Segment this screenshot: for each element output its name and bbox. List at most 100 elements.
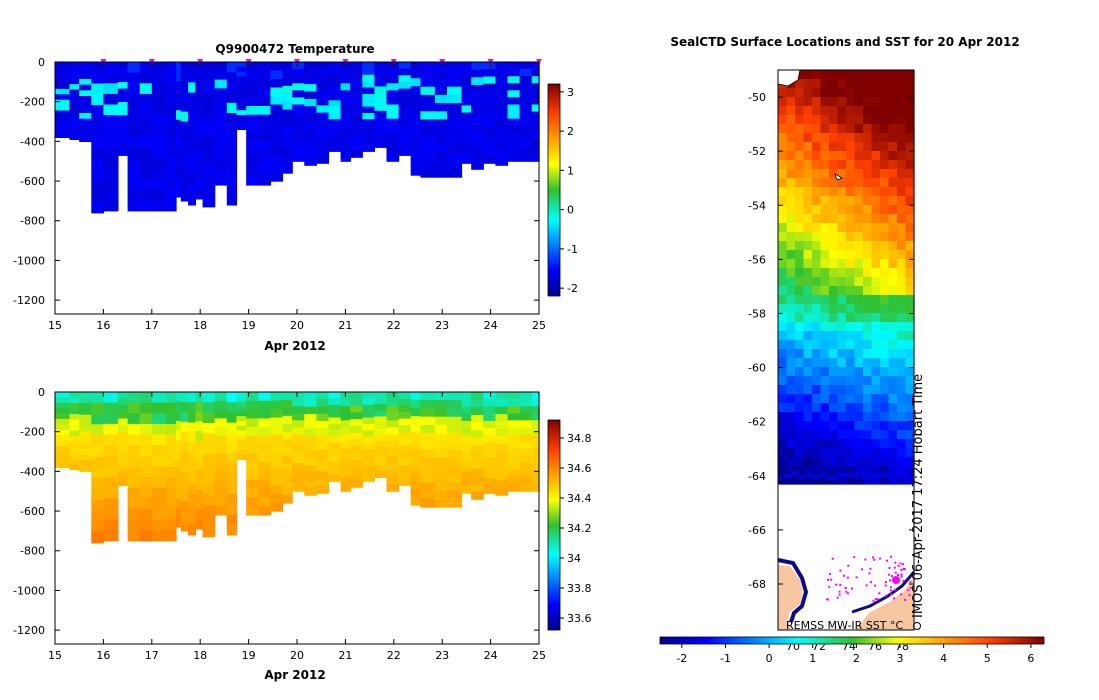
- field-cell: [195, 91, 204, 102]
- sst-cell: [786, 295, 796, 305]
- field-cell: [176, 420, 182, 432]
- y-tick-label: -1000: [13, 254, 45, 267]
- sst-cell: [846, 106, 856, 116]
- field-cell: [362, 74, 375, 82]
- sst-cell: [803, 133, 813, 143]
- field-cell: [195, 489, 204, 501]
- lat-tick-label: -54: [748, 199, 766, 212]
- field-cell: [461, 449, 472, 458]
- sst-cell: [778, 322, 788, 332]
- field-cell: [350, 89, 363, 97]
- field-cell: [55, 126, 71, 133]
- sst-cell: [803, 259, 813, 269]
- field-cell: [292, 462, 305, 471]
- ice-edge-cell: [850, 473, 855, 477]
- field-cell: [246, 392, 259, 402]
- seal-location: [868, 572, 871, 575]
- sst-cell: [795, 106, 805, 116]
- sst-cell: [888, 367, 898, 377]
- field-cell: [270, 113, 284, 123]
- seal-location: [893, 566, 896, 569]
- field-cell: [195, 120, 204, 132]
- sst-cell: [880, 169, 890, 179]
- ice-edge-cell: [886, 473, 891, 476]
- field-cell: [420, 144, 436, 153]
- field-cell: [270, 485, 284, 495]
- field-cell: [195, 499, 204, 510]
- field-cell: [519, 441, 533, 450]
- field-cell: [447, 127, 463, 137]
- field-cell: [374, 68, 388, 75]
- sst-cell: [812, 439, 822, 449]
- sst-cell: [888, 412, 898, 422]
- field-cell: [180, 111, 189, 123]
- field-cell: [226, 62, 238, 73]
- sst-cell: [846, 286, 856, 296]
- sst-cell: [905, 358, 915, 368]
- field-cell: [434, 86, 448, 96]
- sst-cell: [795, 169, 805, 179]
- ice-edge-cell: [866, 472, 871, 476]
- field-cell: [328, 443, 342, 450]
- sst-cell: [829, 322, 839, 332]
- field-cell: [258, 479, 271, 490]
- colorbar-tick-label: 33.6: [567, 612, 592, 625]
- seal-location: [897, 564, 900, 567]
- field-cell: [304, 98, 317, 107]
- seal-location: [889, 589, 892, 592]
- sst-cell: [880, 178, 890, 188]
- field-cell: [292, 427, 305, 436]
- field-cell: [180, 131, 189, 142]
- field-cell: [151, 434, 167, 446]
- field-cell: [188, 392, 196, 403]
- field-cell: [531, 147, 540, 155]
- field-cell: [434, 482, 448, 492]
- sst-cell: [795, 97, 805, 107]
- field-cell: [316, 90, 330, 99]
- sst-cell: [812, 79, 822, 89]
- sst-cell: [778, 178, 788, 188]
- sst-cell: [786, 322, 796, 332]
- field-cell: [304, 406, 317, 415]
- sst-cell: [778, 367, 788, 377]
- field-cell: [55, 110, 71, 117]
- field-cell: [151, 455, 167, 467]
- sst-cell: [846, 394, 856, 404]
- field-cell: [151, 136, 167, 148]
- sst-cell: [854, 151, 864, 161]
- field-cell: [139, 508, 153, 521]
- sst-cell: [837, 304, 847, 314]
- field-cell: [398, 452, 412, 460]
- sst-cell: [795, 187, 805, 197]
- field-cell: [316, 141, 330, 150]
- sst-cell: [888, 295, 898, 305]
- sst-cell: [837, 178, 847, 188]
- field-cell: [483, 428, 496, 436]
- field-cell: [495, 121, 509, 129]
- x-tick-label: 17: [145, 649, 159, 662]
- field-cell: [188, 412, 196, 424]
- field-cell: [495, 106, 509, 115]
- x-tick-label: 17: [145, 319, 159, 332]
- field-cell: [103, 466, 119, 478]
- sst-cell: [871, 232, 881, 242]
- field-cell: [410, 497, 421, 506]
- sst-cell: [854, 142, 864, 152]
- field-cell: [91, 148, 104, 160]
- field-cell: [246, 435, 259, 446]
- sst-cell: [803, 430, 813, 440]
- sst-cell: [863, 340, 873, 350]
- field-cell: [292, 125, 305, 134]
- field-cell: [374, 86, 388, 94]
- field-cell: [180, 481, 189, 492]
- sst-cell: [829, 313, 839, 323]
- field-cell: [304, 76, 317, 85]
- x-tick-label: 25: [532, 649, 546, 662]
- sst-cell: [871, 160, 881, 170]
- field-cell: [188, 92, 196, 104]
- field-cell: [495, 392, 509, 400]
- field-cell: [350, 392, 363, 400]
- field-cell: [420, 392, 436, 401]
- field-cell: [340, 406, 351, 414]
- seal-location: [890, 593, 893, 596]
